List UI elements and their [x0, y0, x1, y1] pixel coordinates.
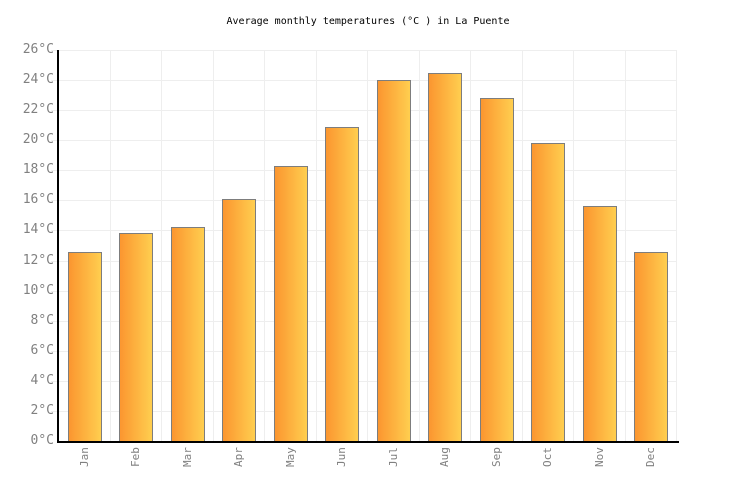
y-axis-tick-label: 6°C [30, 342, 54, 358]
bar-jul [376, 80, 411, 441]
v-gridline [418, 50, 420, 441]
x-axis-label-slot: Apr [214, 445, 266, 469]
y-axis-tick-label: 0°C [30, 433, 54, 448]
h-gridline [59, 200, 677, 202]
x-axis-line [57, 441, 679, 443]
y-axis-tick [51, 110, 57, 112]
v-gridline [264, 50, 265, 441]
plot-area [51, 50, 679, 443]
x-axis-label-apr: Apr [232, 447, 246, 467]
bar-feb [119, 233, 154, 441]
bar-dec [634, 251, 669, 441]
bar-apr [222, 198, 257, 441]
x-axis-label-slot: Jan [59, 445, 111, 469]
bar-mar [170, 227, 205, 441]
y-axis-tick [51, 80, 57, 82]
h-gridline [59, 140, 677, 142]
x-axis-label-mar: Mar [180, 447, 194, 467]
y-axis-tick-label: 14°C [22, 222, 54, 238]
y-axis-tick-label: 12°C [22, 252, 54, 268]
v-gridline [109, 50, 111, 441]
h-gridline [59, 320, 677, 322]
x-axis-label-slot: Feb [111, 445, 163, 469]
v-gridline [624, 50, 626, 441]
y-axis-line [57, 50, 59, 443]
x-axis-label-slot: Jun [317, 445, 369, 469]
x-axis-label-feb: Feb [129, 447, 143, 467]
y-axis-tick [51, 260, 57, 262]
v-gridline [161, 50, 162, 441]
x-axis-label-oct: Oct [541, 447, 555, 467]
y-axis-tick-label: 24°C [22, 72, 54, 88]
h-gridline [59, 230, 677, 232]
x-axis-label-jul: Jul [386, 447, 400, 467]
y-axis-tick-label: 4°C [30, 372, 54, 388]
bar-sep [479, 98, 514, 441]
bar-jan [67, 251, 102, 441]
y-axis-tick-label: 26°C [22, 42, 54, 57]
h-gridline [59, 110, 677, 112]
x-axis-label-dec: Dec [644, 447, 658, 467]
h-gridline [59, 260, 677, 262]
x-axis-label-nov: Nov [592, 447, 606, 467]
x-axis-label-slot: Dec [626, 445, 678, 469]
chart-title: Average monthly temperatures (°C ) in La… [226, 16, 510, 27]
bar-nov [582, 206, 617, 441]
y-axis-tick [51, 230, 57, 232]
v-gridline [367, 50, 368, 441]
h-gridline [59, 80, 677, 82]
x-axis-label-jun: Jun [335, 447, 349, 467]
y-axis-tick [51, 410, 57, 412]
x-axis-label-jan: Jan [77, 447, 91, 467]
h-gridline [59, 350, 677, 352]
x-axis-label-slot: May [265, 445, 317, 469]
y-axis-tick-label: 8°C [30, 312, 54, 328]
v-gridline [676, 50, 677, 441]
x-axis-label-slot: Nov [574, 445, 626, 469]
y-axis-tick [51, 140, 57, 142]
y-axis-tick [51, 320, 57, 322]
y-axis-tick [51, 350, 57, 352]
x-axis-label-slot: Mar [162, 445, 214, 469]
y-axis-tick-label: 18°C [22, 162, 54, 178]
v-gridline [521, 50, 523, 441]
v-gridline [573, 50, 574, 441]
bar-may [273, 165, 308, 441]
v-gridline [470, 50, 471, 441]
x-axis-label-may: May [283, 447, 297, 467]
x-axis-label-sep: Sep [489, 447, 503, 467]
bar-aug [428, 72, 463, 441]
x-axis-label-aug: Aug [438, 447, 452, 467]
y-axis-tick [51, 170, 57, 172]
y-axis-tick-label: 16°C [22, 192, 54, 208]
y-axis-tick [51, 50, 57, 51]
y-axis-tick-label: 22°C [22, 102, 54, 118]
x-axis-label-slot: Aug [420, 445, 472, 469]
x-axis-label-slot: Jul [368, 445, 420, 469]
x-axis-label-slot: Oct [523, 445, 575, 469]
x-axis-label-slot: Sep [471, 445, 523, 469]
h-gridline [59, 380, 677, 382]
y-axis-tick-label: 10°C [22, 282, 54, 298]
bar-oct [531, 143, 566, 441]
h-gridline [59, 290, 677, 292]
y-axis-tick-label: 2°C [30, 402, 54, 418]
h-gridline [59, 410, 677, 412]
bar-jun [325, 126, 360, 441]
y-axis-tick-label: 20°C [22, 132, 54, 148]
v-gridline [315, 50, 317, 441]
h-gridline [59, 170, 677, 172]
y-axis-tick [51, 380, 57, 382]
v-gridline [212, 50, 214, 441]
h-gridline [59, 50, 677, 51]
y-axis-tick [51, 290, 57, 292]
y-axis-tick [51, 200, 57, 202]
